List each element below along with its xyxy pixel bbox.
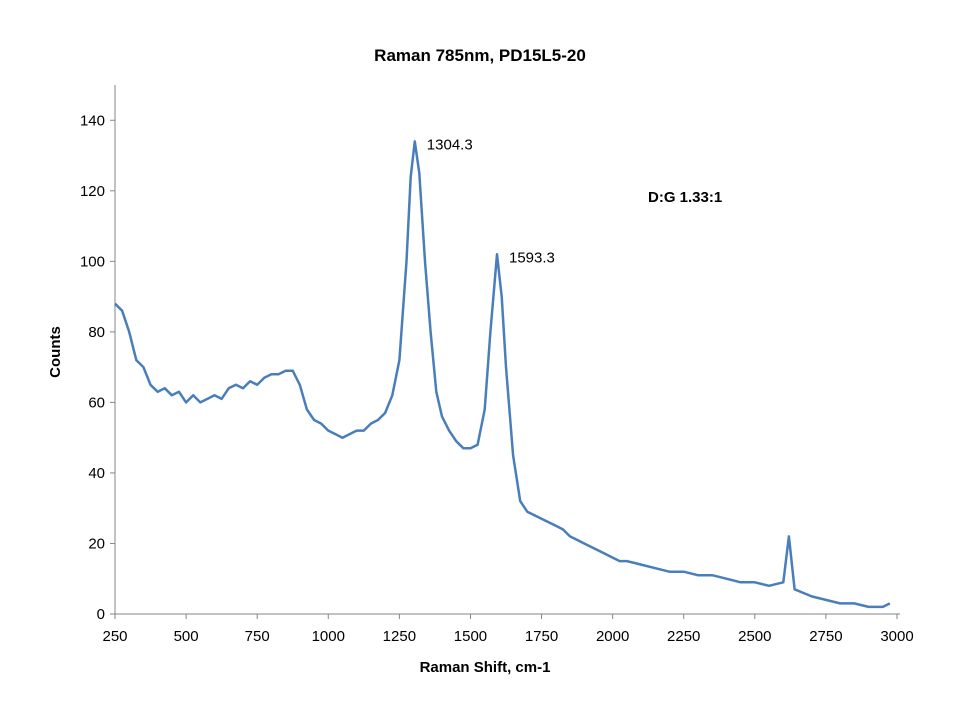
x-tick-label: 2500 [738,628,771,645]
y-tick-label: 140 [80,112,105,129]
x-tick-label: 3000 [880,628,913,645]
x-tick-label: 1750 [525,628,558,645]
x-tick-label: 2250 [667,628,700,645]
x-tick-label: 1500 [454,628,487,645]
peak-label: 1593.3 [509,249,555,266]
y-tick-label: 40 [88,465,105,482]
x-tick-label: 2750 [809,628,842,645]
y-tick-label: 0 [97,606,105,623]
x-tick-label: 2000 [596,628,629,645]
y-tick-label: 100 [80,253,105,270]
x-tick-label: 500 [174,628,199,645]
x-axis-label: Raman Shift, cm-1 [420,659,551,676]
x-tick-label: 1000 [312,628,345,645]
y-tick-label: 120 [80,183,105,200]
y-tick-label: 60 [88,394,105,411]
x-tick-label: 250 [102,628,127,645]
ratio-annotation: D:G 1.33:1 [648,189,722,206]
x-tick-label: 750 [245,628,270,645]
y-tick-label: 20 [88,535,105,552]
chart-title: Raman 785nm, PD15L5-20 [374,46,586,65]
y-axis-label: Counts [47,326,64,378]
series-line [114,140,891,609]
peak-label: 1304.3 [427,136,473,153]
y-tick-label: 80 [88,324,105,341]
x-tick-label: 1250 [383,628,416,645]
